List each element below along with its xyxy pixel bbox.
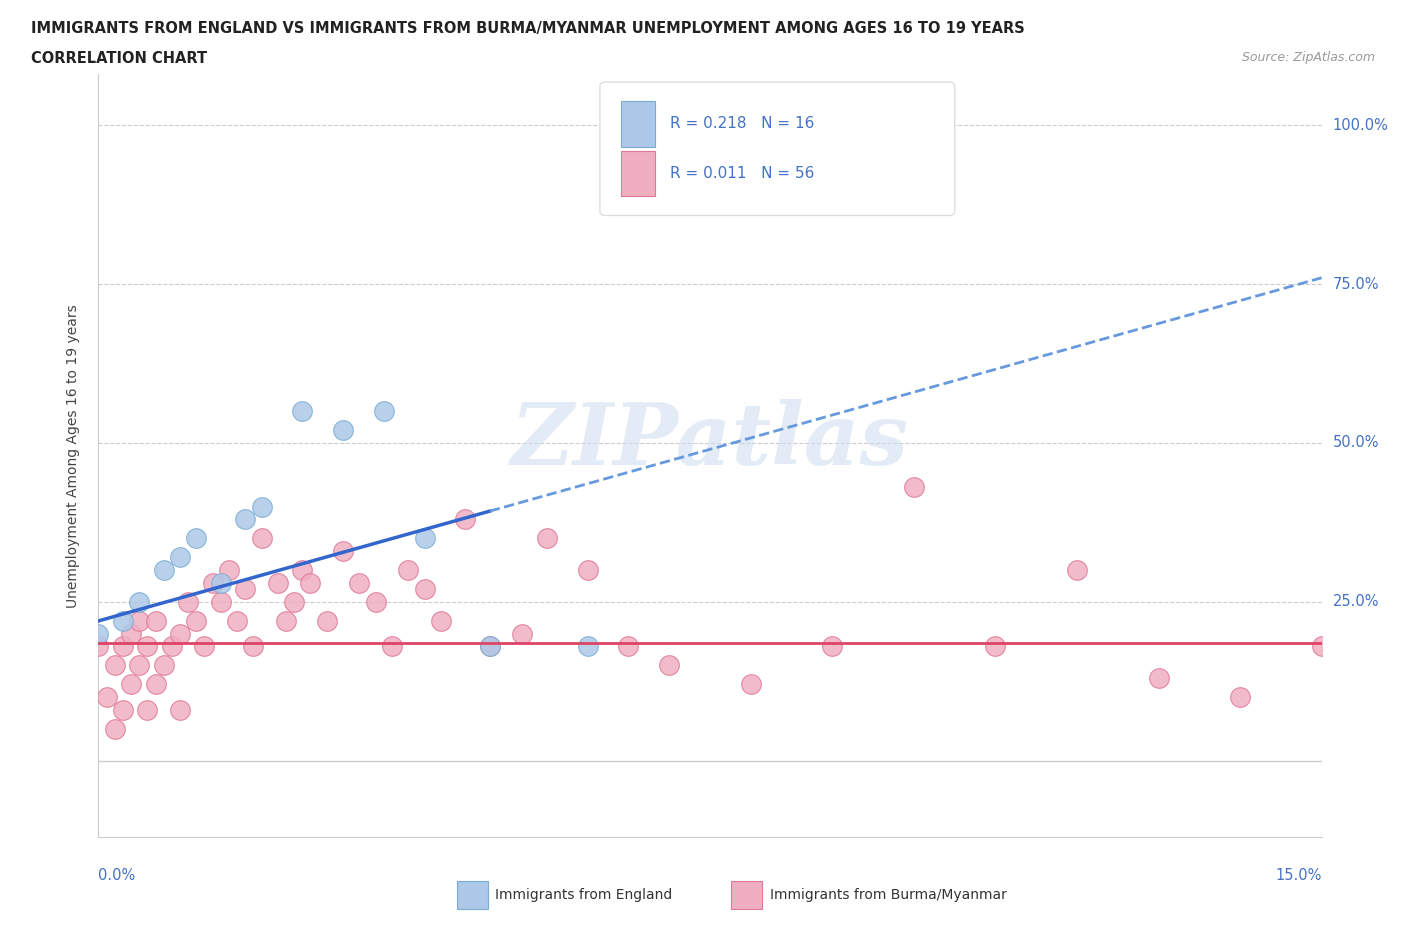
- Point: [250, 499, 273, 514]
- Point: [291, 563, 314, 578]
- Point: [332, 543, 354, 558]
- Point: [658, 658, 681, 673]
- Point: [381, 639, 404, 654]
- Point: [373, 404, 395, 418]
- Text: 15.0%: 15.0%: [1275, 868, 1322, 883]
- Point: [576, 563, 599, 578]
- Point: [120, 626, 142, 641]
- Point: [740, 677, 762, 692]
- Point: [283, 594, 305, 609]
- Point: [209, 576, 232, 591]
- Point: [209, 594, 232, 609]
- Point: [233, 512, 256, 526]
- Text: 0.0%: 0.0%: [98, 868, 135, 883]
- Point: [242, 639, 264, 654]
- Point: [169, 702, 191, 717]
- Point: [226, 614, 249, 629]
- Point: [145, 614, 167, 629]
- Point: [291, 404, 314, 418]
- Point: [233, 582, 256, 597]
- Text: 50.0%: 50.0%: [1333, 435, 1379, 450]
- Text: CORRELATION CHART: CORRELATION CHART: [31, 51, 207, 66]
- Point: [128, 658, 150, 673]
- Point: [96, 690, 118, 705]
- Point: [274, 614, 297, 629]
- Point: [332, 423, 354, 438]
- Point: [478, 639, 501, 654]
- Point: [152, 658, 174, 673]
- Text: 25.0%: 25.0%: [1333, 594, 1379, 609]
- Text: R = 0.011   N = 56: R = 0.011 N = 56: [669, 166, 814, 181]
- Text: ZIPatlas: ZIPatlas: [510, 399, 910, 482]
- Point: [104, 658, 127, 673]
- Point: [1066, 563, 1088, 578]
- Point: [617, 639, 640, 654]
- Point: [145, 677, 167, 692]
- Point: [430, 614, 453, 629]
- Point: [128, 614, 150, 629]
- Point: [136, 639, 159, 654]
- Point: [111, 702, 134, 717]
- Point: [396, 563, 419, 578]
- Point: [87, 626, 110, 641]
- Point: [169, 626, 191, 641]
- Point: [177, 594, 200, 609]
- Text: 75.0%: 75.0%: [1333, 276, 1379, 292]
- Text: R = 0.218   N = 16: R = 0.218 N = 16: [669, 116, 814, 131]
- Text: 100.0%: 100.0%: [1333, 118, 1389, 133]
- Point: [1310, 639, 1333, 654]
- Point: [250, 531, 273, 546]
- Point: [536, 531, 558, 546]
- Point: [821, 639, 844, 654]
- Point: [87, 639, 110, 654]
- Point: [413, 531, 436, 546]
- Point: [699, 118, 721, 133]
- Point: [160, 639, 183, 654]
- Bar: [620, 151, 655, 196]
- Point: [186, 614, 208, 629]
- Point: [413, 582, 436, 597]
- Point: [478, 639, 501, 654]
- Point: [169, 550, 191, 565]
- Point: [193, 639, 215, 654]
- Point: [120, 677, 142, 692]
- Point: [201, 576, 224, 591]
- Point: [111, 614, 134, 629]
- Text: Immigrants from Burma/Myanmar: Immigrants from Burma/Myanmar: [770, 887, 1007, 902]
- Point: [128, 594, 150, 609]
- Point: [512, 626, 534, 641]
- Point: [349, 576, 371, 591]
- Point: [903, 480, 925, 495]
- Point: [454, 512, 477, 526]
- Point: [136, 702, 159, 717]
- Y-axis label: Unemployment Among Ages 16 to 19 years: Unemployment Among Ages 16 to 19 years: [66, 304, 80, 607]
- Point: [186, 531, 208, 546]
- Text: IMMIGRANTS FROM ENGLAND VS IMMIGRANTS FROM BURMA/MYANMAR UNEMPLOYMENT AMONG AGES: IMMIGRANTS FROM ENGLAND VS IMMIGRANTS FR…: [31, 21, 1025, 36]
- Point: [364, 594, 387, 609]
- Point: [315, 614, 337, 629]
- Text: Immigrants from England: Immigrants from England: [495, 887, 672, 902]
- FancyBboxPatch shape: [600, 82, 955, 216]
- Point: [984, 639, 1007, 654]
- Text: Source: ZipAtlas.com: Source: ZipAtlas.com: [1241, 51, 1375, 64]
- Point: [111, 639, 134, 654]
- Point: [218, 563, 240, 578]
- Point: [267, 576, 290, 591]
- Point: [1147, 671, 1170, 685]
- Point: [576, 639, 599, 654]
- Point: [299, 576, 322, 591]
- Point: [1229, 690, 1251, 705]
- Point: [104, 722, 127, 737]
- Point: [152, 563, 174, 578]
- Bar: [620, 101, 655, 147]
